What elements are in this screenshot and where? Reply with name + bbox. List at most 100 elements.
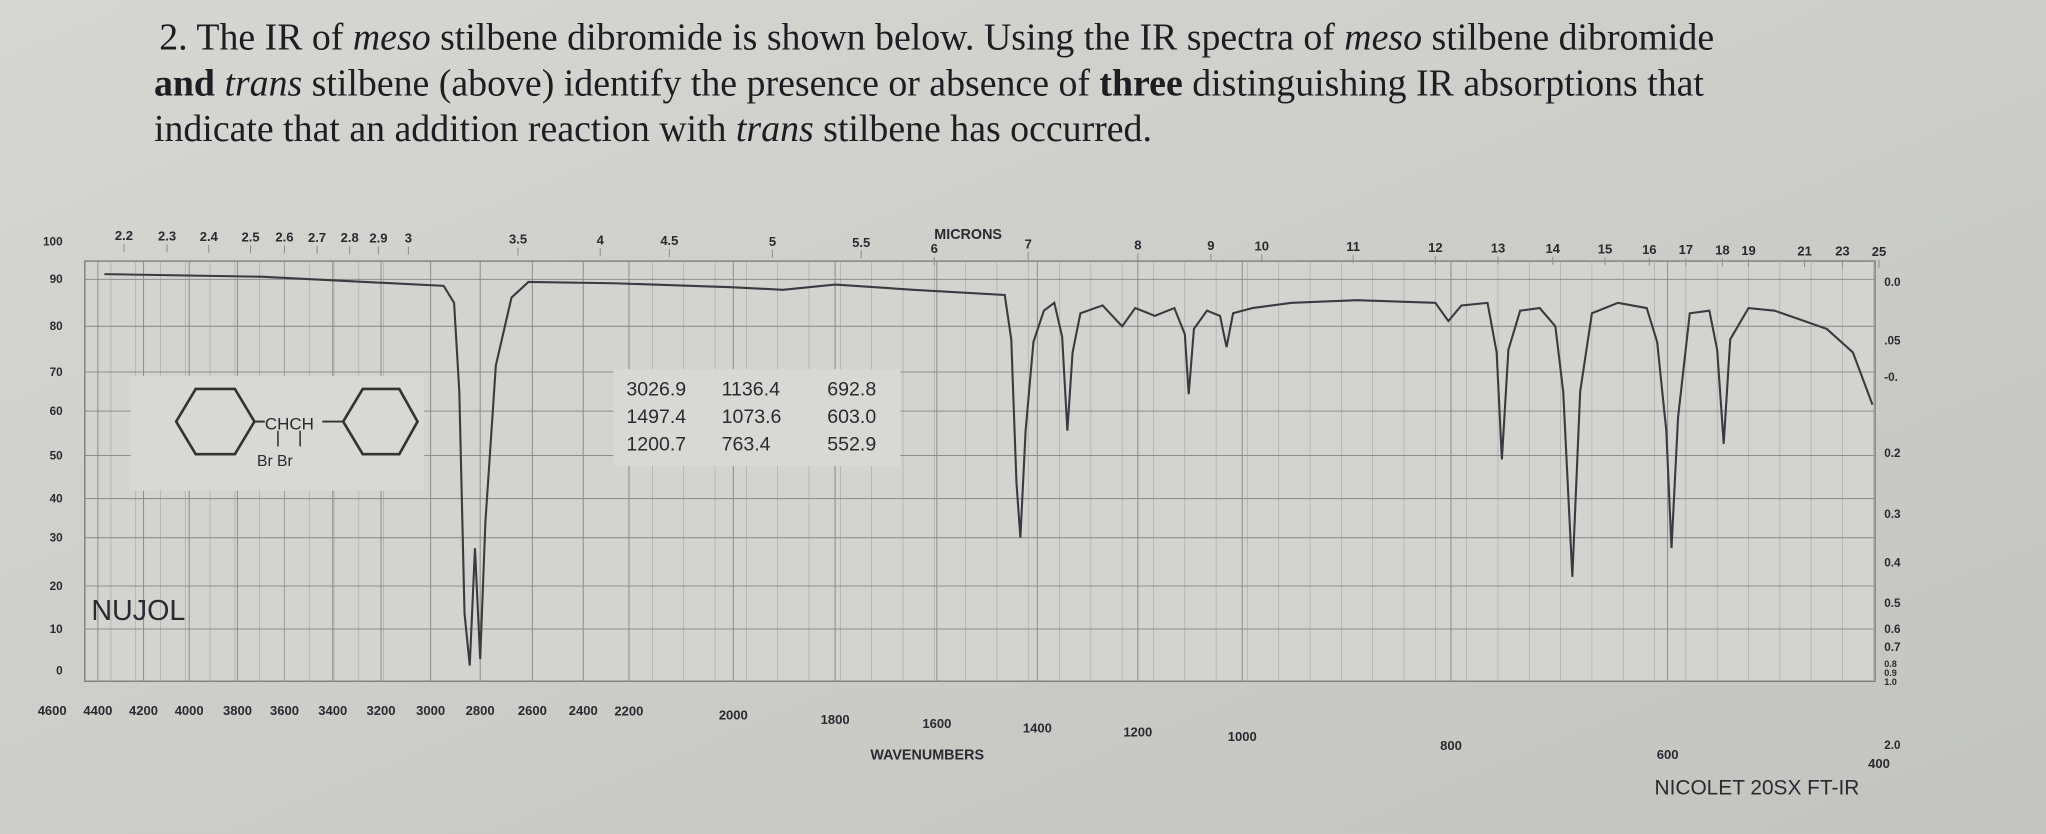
question: 2. The IR of meso stilbene dibromide is …	[154, 17, 1714, 150]
peak-list: 3026.9 1136.4 692.8 1497.4 1073.6 603.0 1200.7…	[626, 378, 876, 455]
absorbance-label: 2.0	[1884, 739, 1901, 752]
micron-label: 21	[1797, 243, 1812, 258]
peak-value: 1136.4	[722, 378, 781, 400]
question-text	[215, 62, 224, 104]
micron-label: 2.3	[158, 229, 176, 244]
micron-label: 25	[1872, 244, 1887, 259]
absorbance-label: 0.2	[1884, 447, 1901, 460]
transmittance-label: 90	[50, 273, 64, 286]
benzene-ring	[341, 387, 420, 456]
micron-label: 2.9	[369, 230, 387, 245]
absorbance-label: 0.4	[1884, 556, 1901, 569]
transmittance-label: 30	[50, 532, 64, 545]
question-text: stilbene has occurred.	[814, 108, 1152, 150]
micron-label: 5.5	[852, 235, 870, 250]
micron-label: 16	[1642, 242, 1657, 257]
wavenumber-label: 1600	[922, 716, 951, 731]
transmittance-label: 80	[50, 320, 64, 333]
question-text: and	[154, 62, 215, 104]
peak-box	[613, 369, 901, 466]
wavenumber-label: 400	[1868, 756, 1890, 771]
micron-label: 6	[931, 241, 938, 256]
question-line: and trans stilbene (above) identify the …	[154, 62, 1704, 104]
micron-label: 8	[1134, 237, 1141, 252]
absorbance-label: 0.8	[1884, 659, 1897, 669]
absorbance-label: 0.7	[1884, 641, 1901, 654]
micron-label: 2.8	[341, 230, 359, 245]
wavenumber-label: 1800	[821, 712, 850, 727]
question-text: stilbene (above) identify the presence o…	[302, 62, 1099, 104]
micron-label: 9	[1207, 238, 1214, 253]
absorbance-label: 0.9	[1884, 668, 1897, 678]
wavenumber-label: 2000	[719, 708, 748, 723]
micron-label: 13	[1491, 241, 1506, 256]
peak-value: 692.8	[827, 378, 876, 400]
structure-substituents: Br Br	[257, 453, 293, 470]
micron-label: 3.5	[509, 232, 527, 247]
micron-label: 2.7	[308, 230, 326, 245]
transmittance-label: 0	[56, 665, 63, 678]
question-text: trans	[736, 108, 814, 150]
absorbance-label: 0.5	[1884, 597, 1901, 610]
micron-label: 17	[1679, 242, 1694, 257]
question-text: three	[1099, 62, 1182, 104]
peak-value: 1200.7	[626, 433, 686, 455]
absorbance-label: 1.0	[1884, 677, 1897, 687]
question-text: distinguishing IR absorptions that	[1183, 62, 1705, 104]
question-text: stilbene dibromide is shown below. Using…	[431, 17, 1345, 59]
wavenumber-label: 2800	[466, 703, 495, 718]
question-text: trans	[224, 62, 302, 104]
micron-label: 19	[1741, 243, 1756, 258]
structure-chain: CHCH	[265, 414, 314, 433]
absorbance-label: 0.6	[1884, 623, 1901, 636]
peak-value: 552.9	[827, 433, 876, 455]
peak-value: 1497.4	[626, 406, 686, 428]
micron-label: 15	[1598, 242, 1613, 257]
transmittance-label: 40	[50, 492, 64, 505]
question-text: 2. The IR of	[159, 17, 353, 59]
transmittance-label: 10	[50, 623, 64, 636]
micron-label: 5	[769, 234, 776, 249]
absorbance-label: .05	[1884, 335, 1901, 348]
wavenumber-label: 3000	[416, 703, 445, 718]
question-line: 2. The IR of meso stilbene dibromide is …	[159, 17, 1714, 59]
transmittance-label: 60	[50, 405, 64, 418]
wavenumber-label: 800	[1440, 738, 1462, 753]
wavenumber-label: 2400	[569, 703, 598, 718]
transmittance-label: 50	[50, 449, 64, 462]
absorbance-label: 0.3	[1884, 508, 1901, 521]
micron-label: 2.2	[115, 228, 133, 243]
wavenumber-label: 4400	[83, 703, 112, 718]
transmittance-label: 70	[50, 366, 64, 379]
wavenumber-label: 4000	[175, 703, 204, 718]
micron-label: 18	[1715, 243, 1730, 258]
micron-label: 11	[1346, 239, 1360, 254]
labels: 4600 4400 4200 4000 3800 3600 3400 3200 3000 2800…	[38, 228, 1901, 771]
microns-title: MICRONS	[934, 227, 1002, 243]
micron-label: 14	[1546, 241, 1561, 256]
peak-value: 763.4	[722, 433, 771, 455]
micron-label: 2.5	[241, 229, 259, 244]
question-text: meso	[1344, 17, 1422, 59]
wavenumber-label: 1000	[1228, 729, 1257, 744]
question-text: meso	[353, 17, 431, 59]
peak-value: 3026.9	[626, 378, 686, 400]
wavenumber-label: 2200	[614, 703, 643, 718]
wavenumber-label: 3800	[223, 703, 252, 718]
question-line: indicate that an addition reaction with …	[154, 108, 1152, 150]
wavenumber-label: 1200	[1123, 725, 1152, 740]
wavenumber-label: 2600	[518, 703, 547, 718]
micron-label: 4.5	[660, 233, 678, 248]
micron-label: 2.6	[275, 230, 293, 245]
question-text: stilbene dibromide	[1422, 17, 1714, 59]
wavenumber-label: 600	[1657, 747, 1679, 762]
wavenumber-label: 4200	[129, 703, 158, 718]
absorbance-label: 0.0	[1884, 276, 1901, 289]
micron-label: 4	[597, 232, 605, 247]
wavenumbers-title: WAVENUMBERS	[870, 748, 984, 764]
absorbance-label: -0.	[1884, 371, 1898, 384]
micron-label: 2.4	[200, 229, 219, 244]
peak-value: 603.0	[827, 406, 876, 428]
